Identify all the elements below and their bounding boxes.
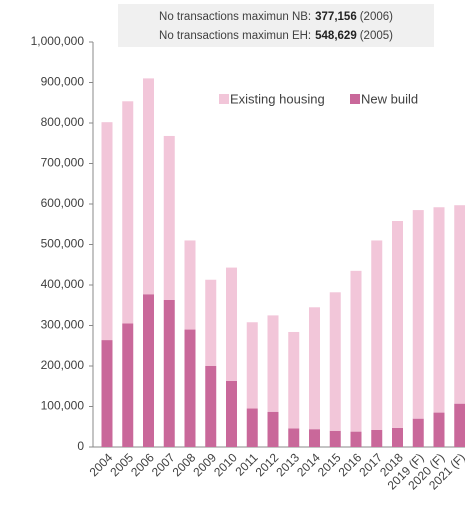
bar-segment [226, 267, 237, 381]
y-tick-label: 500,000 [41, 237, 85, 251]
bar-segment [246, 322, 258, 409]
bar-segment [371, 429, 383, 447]
y-tick-label: 100,000 [41, 399, 85, 413]
bar-segment [246, 408, 258, 447]
bar-segment [350, 431, 362, 447]
bar-segment [371, 240, 383, 430]
annotation-value: 548,629 [315, 30, 357, 42]
bar-segment [433, 207, 445, 413]
legend-label: Existing housing [230, 91, 325, 106]
annotation: No transactions maximun NB: 377,156 (2006) [159, 11, 393, 23]
bar-segment [163, 135, 175, 300]
y-tick-label: 900,000 [41, 75, 85, 89]
annotation-box [118, 4, 434, 47]
bar-segment [288, 331, 300, 429]
y-tick-label: 1,000,000 [31, 34, 85, 48]
y-tick-label: 800,000 [41, 115, 85, 129]
bar-segment [205, 366, 217, 447]
annotation-value: 377,156 [315, 11, 357, 23]
bar-segment [288, 428, 300, 447]
bar-segment [122, 323, 134, 447]
annotation-year: (2006) [360, 11, 393, 23]
bar-segment [329, 430, 341, 447]
bar-segment [309, 307, 320, 430]
bar-segment [184, 240, 196, 330]
y-tick-label: 600,000 [41, 196, 85, 210]
y-tick-label: 700,000 [41, 156, 85, 170]
bar-segment [122, 101, 134, 324]
bar-segment [454, 205, 465, 404]
y-tick-label: 400,000 [41, 277, 85, 291]
y-tick-label: 200,000 [41, 358, 85, 372]
bar-segment [163, 299, 175, 447]
bar-segment [101, 340, 113, 447]
bar-segment [143, 78, 154, 295]
annotation-year: (2005) [360, 30, 393, 42]
annotation-text: No transactions maximun NB: [159, 11, 311, 23]
bar-segment [329, 292, 341, 431]
bar-segment [412, 210, 424, 419]
bar-segment [454, 403, 465, 447]
bar-segment [309, 429, 320, 447]
bar-segment [392, 221, 403, 428]
bar-segment [392, 427, 403, 447]
bar-segment [350, 270, 362, 432]
legend-swatch [219, 94, 229, 104]
bar-segment [101, 122, 113, 341]
bar-segment [143, 294, 154, 447]
bar-segment [205, 279, 217, 366]
bar-segment [433, 412, 445, 447]
y-tick-label: 300,000 [41, 318, 85, 332]
y-tick-label: 0 [77, 439, 84, 453]
bar-segment [267, 315, 279, 412]
legend-label: New build [361, 91, 418, 106]
bar-segment [412, 418, 424, 447]
bar-segment [226, 380, 237, 447]
bar-segment [267, 411, 279, 447]
legend-swatch [350, 94, 360, 104]
annotation: No transactions maximun EH: 548,629 (2005) [159, 30, 393, 42]
bar-segment [184, 329, 196, 447]
annotation-text: No transactions maximun EH: [159, 30, 311, 42]
